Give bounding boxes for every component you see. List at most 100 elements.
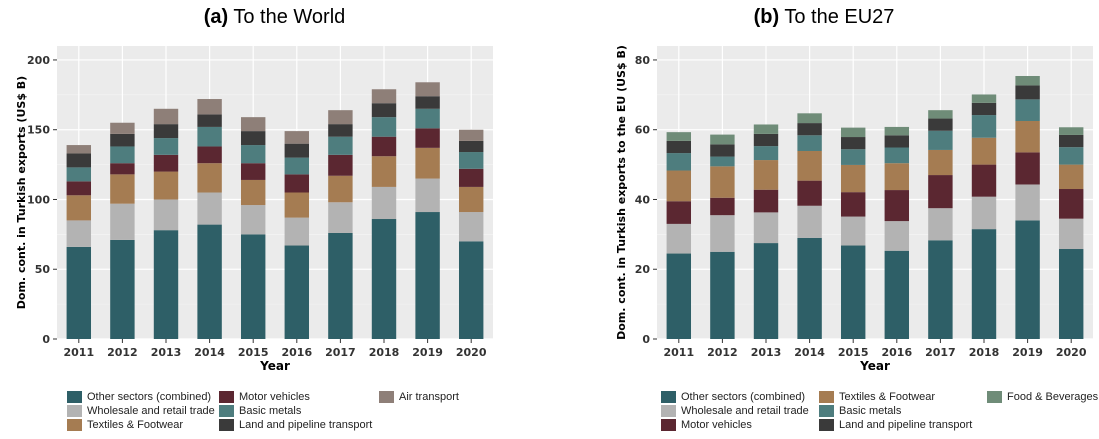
bar-segment [371,136,397,157]
bar-segment [928,208,953,241]
bar-segment [458,186,484,213]
bar-segment [110,163,135,175]
bar-segment [1015,85,1040,100]
bar-segment [797,205,822,238]
legend-item: Other sectors (combined) [67,391,211,403]
bar-segment [240,117,266,132]
bar-segment [928,240,953,339]
chart-title: (b) To the EU27 [549,6,1099,29]
bar-segment [797,113,822,124]
bar-segment [928,110,953,119]
bar-segment [884,163,910,191]
bar-segment [971,196,997,230]
y-tick-label: 150 [27,124,50,137]
bar-segment [928,118,953,131]
bar-segment [458,212,484,242]
bar-segment [797,135,822,151]
y-tick-label: 100 [27,193,50,206]
legend-item: Air transport [379,391,459,403]
bar-segment [415,147,440,179]
legend-label: Textiles & Footwear [839,391,935,403]
bar-segment [371,156,397,187]
bar-segment [971,115,997,138]
bar-segment [197,99,222,115]
bar-segment [1058,249,1084,339]
y-axis-label: Dom. cont. in Turkish exports (US$ B) [15,76,28,309]
y-axis-label: Dom. cont. in Turkish exports to the EU … [615,45,628,340]
bar-segment [1015,99,1040,121]
bar-segment [197,163,222,193]
bar-segment [928,130,953,150]
legend-item: Other sectors (combined) [661,391,805,403]
bar-segment [328,175,353,203]
bar-segment [458,241,484,339]
bar-segment [328,110,353,125]
bar-segment [971,102,997,116]
bar-segment [710,156,735,167]
x-tick-label: 2011 [63,346,94,359]
bar-segment [415,82,440,97]
bar-segment [753,133,779,147]
x-tick-label: 2016 [881,346,912,359]
bar-segment [284,192,310,218]
bar-segment [840,164,866,193]
legend-label: Wholesale and retail trade [681,405,809,417]
bar-segment [753,160,779,190]
bar-segment [240,131,266,146]
bar-segment [415,96,440,109]
bar-segment [666,253,692,339]
bar-segment [458,129,484,141]
bar-segment [371,186,397,220]
bar-segment [928,175,953,209]
bar-segment [415,178,440,213]
bar-segment [1058,218,1084,250]
legend-label: Other sectors (combined) [87,391,212,403]
legend-item: Wholesale and retail trade [661,405,809,417]
bar-segment [971,94,997,103]
bar-segment [1058,189,1084,219]
legend-swatch [661,419,676,431]
bar-segment [1015,152,1040,185]
legend-label: Land and pipeline transport [239,419,373,431]
bar-segment [197,224,222,339]
bar-segment [66,153,92,168]
bar-segment [153,230,179,339]
bar-segment [284,157,310,175]
x-tick-label: 2018 [369,346,400,359]
y-tick-label: 50 [35,263,51,276]
chart-title-text: To the EU27 [779,6,895,28]
bar-segment [840,127,866,138]
x-tick-label: 2014 [794,346,825,359]
legend-label: Other sectors (combined) [681,391,806,403]
legend-swatch [661,391,676,403]
bar-segment [197,114,222,127]
bar-segment [1058,147,1084,165]
bar-segment [284,174,310,193]
bar-segment [458,140,484,153]
bar-segment [66,246,92,339]
chart-title-prefix: (a) [203,6,229,28]
bar-segment [753,124,779,134]
bar-segment [710,144,735,157]
bar-segment [197,146,222,164]
bar-segment [328,232,353,339]
y-tick-label: 80 [635,54,651,67]
bar-segment [328,124,353,137]
x-axis-label: Year [259,359,290,373]
bar-segment [710,166,735,198]
bar-segment [328,202,353,233]
bar-segment [284,245,310,339]
bar-segment [1058,134,1084,148]
bar-segment [1058,164,1084,190]
x-tick-label: 2012 [107,346,138,359]
bar-segment [371,103,397,118]
legend-item: Textiles & Footwear [819,391,935,403]
legend-swatch [819,419,834,431]
bar-segment [66,220,92,247]
bar-segment [66,181,92,196]
legend-swatch [819,405,834,417]
chart-title-text: To the World [228,6,346,28]
bar-segment [666,223,692,254]
bar-segment [710,134,735,145]
bar-segment [66,195,92,221]
